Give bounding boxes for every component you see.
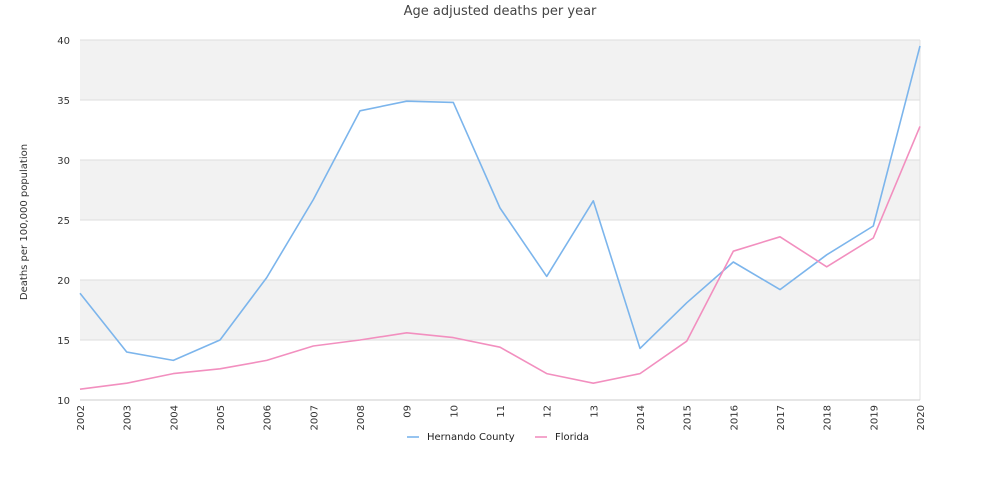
grid-band xyxy=(80,100,920,160)
grid-band xyxy=(80,220,920,280)
grid-band xyxy=(80,340,920,400)
grid-band xyxy=(80,280,920,340)
x-tick-label: 2006 xyxy=(263,405,274,430)
grid-band xyxy=(80,40,920,100)
legend-label: Hernando County xyxy=(427,432,515,443)
x-tick-label: 2019 xyxy=(869,405,880,430)
x-tick-label: 2007 xyxy=(309,405,320,430)
x-tick-label: 2008 xyxy=(356,405,367,430)
grid-band xyxy=(80,160,920,220)
x-tick-label: 10 xyxy=(449,405,460,418)
x-tick-label: 2015 xyxy=(683,405,694,430)
y-axis-title: Deaths per 100,000 population xyxy=(19,144,30,300)
x-tick-label: 12 xyxy=(543,405,554,418)
y-tick-label: 40 xyxy=(57,36,70,47)
x-tick-label: 13 xyxy=(589,405,600,418)
y-tick-label: 20 xyxy=(57,276,70,287)
x-tick-label: 11 xyxy=(496,405,507,418)
y-tick-label: 15 xyxy=(57,336,70,347)
x-tick-label: 2003 xyxy=(123,405,134,430)
x-tick-label: 2004 xyxy=(169,405,180,430)
legend-item[interactable]: Florida xyxy=(535,432,589,443)
legend: Hernando County Florida xyxy=(407,432,589,443)
series-line-1 xyxy=(79,126,921,390)
legend-label: Florida xyxy=(555,432,589,443)
y-tick-label: 35 xyxy=(57,96,70,107)
x-tick-label: 2018 xyxy=(823,405,834,430)
x-tick-label: 2005 xyxy=(216,405,227,430)
y-tick-label: 30 xyxy=(57,156,70,167)
x-tick-label: 2017 xyxy=(776,405,787,430)
y-tick-label: 25 xyxy=(57,216,70,227)
y-tick-label: 10 xyxy=(57,396,70,407)
legend-item[interactable]: Hernando County xyxy=(407,432,515,443)
x-tick-label: 09 xyxy=(403,405,414,418)
chart-title: Age adjusted deaths per year xyxy=(404,4,597,19)
x-tick-label: 2002 xyxy=(76,405,87,430)
x-tick-label: 2016 xyxy=(729,405,740,430)
x-tick-label: 2020 xyxy=(916,405,927,430)
series-line-0 xyxy=(79,45,921,362)
x-tick-label: 2014 xyxy=(636,405,647,430)
